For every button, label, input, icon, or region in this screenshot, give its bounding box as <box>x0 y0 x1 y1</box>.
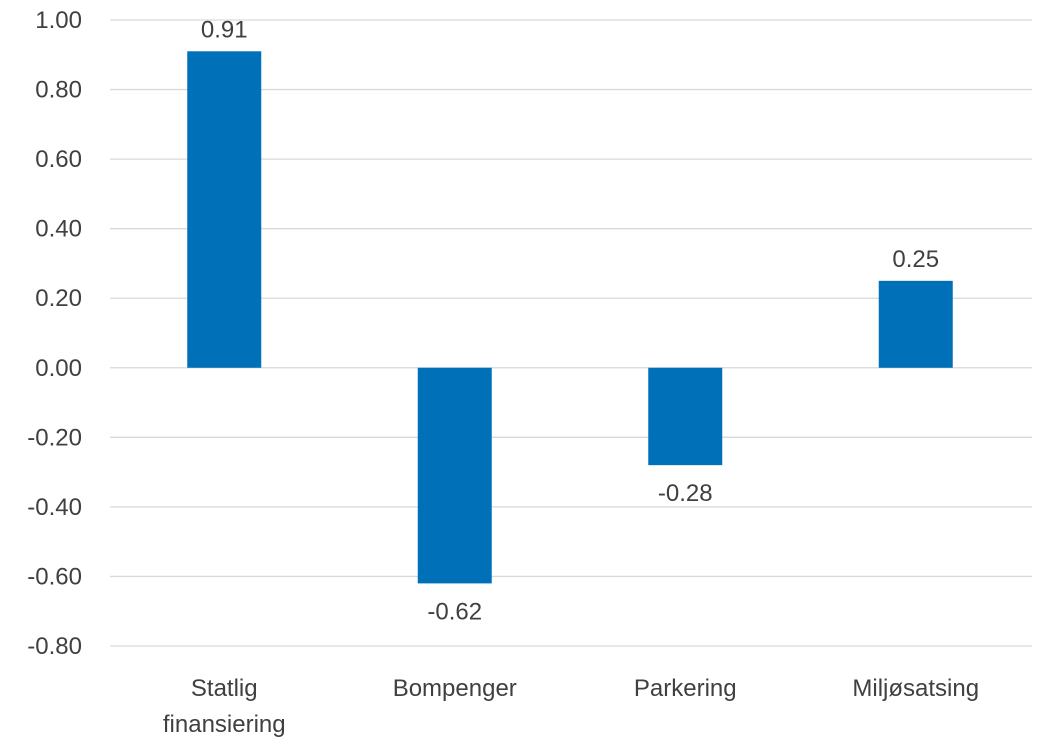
y-tick-label: 0.20 <box>35 285 82 312</box>
bar <box>878 280 953 368</box>
y-tick-label: -0.20 <box>27 424 82 451</box>
bars <box>187 51 953 584</box>
y-tick-label: 0.60 <box>35 146 82 173</box>
x-category-label: Bompenger <box>393 675 517 702</box>
x-category-label: Statlig <box>191 675 258 702</box>
y-tick-label: -0.60 <box>27 563 82 590</box>
y-tick-label: 1.00 <box>35 7 82 34</box>
data-label: 0.25 <box>892 246 939 273</box>
data-label: -0.28 <box>658 480 713 507</box>
x-category-label: finansiering <box>163 711 286 738</box>
y-tick-label: -0.80 <box>27 633 82 660</box>
y-tick-label: 0.40 <box>35 216 82 243</box>
gridlines <box>110 19 1032 647</box>
x-axis-category-labels: Statlig finansiering Bompenger Parkering Mil… <box>163 675 979 738</box>
x-category-label: Parkering <box>634 675 737 702</box>
x-category-label: Miljøsatsing <box>852 675 979 702</box>
data-label: 0.91 <box>201 16 248 43</box>
data-labels: 0.91 -0.62 -0.28 0.25 <box>201 16 939 625</box>
bar <box>648 367 723 466</box>
bar <box>187 51 262 368</box>
bar <box>417 367 492 584</box>
y-tick-label: 0.80 <box>35 77 82 104</box>
y-tick-label: -0.40 <box>27 494 82 521</box>
y-tick-label: 0.00 <box>35 355 82 382</box>
y-axis-tick-labels: 1.00 0.80 0.60 0.40 0.20 0.00 -0.20 -0.40 -0.60 -… <box>27 7 82 660</box>
data-label: -0.62 <box>427 598 482 625</box>
